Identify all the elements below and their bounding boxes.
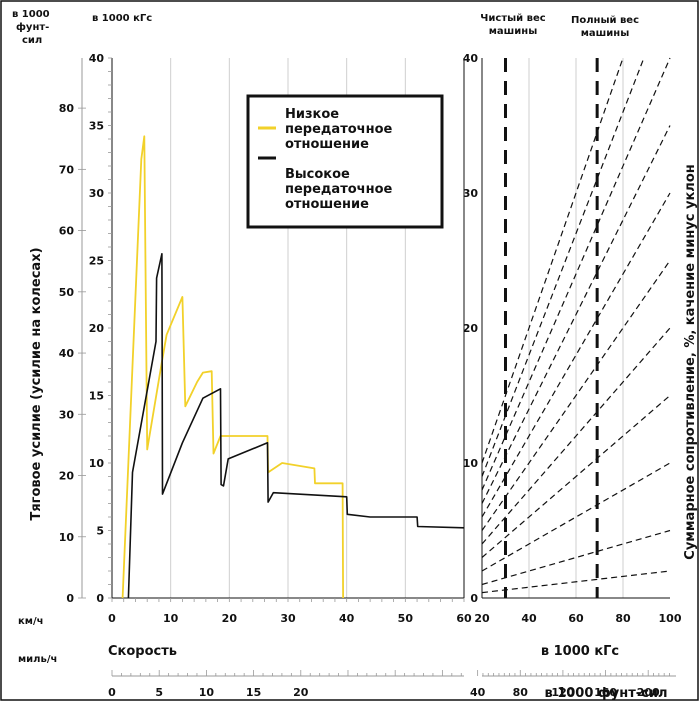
y-kgf-tick-label: 10 <box>89 457 105 470</box>
y-kgf-tick-label: 40 <box>89 52 105 65</box>
right-x-kgf-unit: в 1000 кГс <box>541 644 619 659</box>
x-kmh-tick-label: 10 <box>163 612 179 625</box>
y-lbf-tick-label: 80 <box>59 102 75 115</box>
y-kgf-tick-label: 20 <box>89 322 105 335</box>
right-x-kgf-tick-label: 100 <box>659 612 682 625</box>
resistance-line <box>481 462 671 572</box>
left-outer-unit-2: фунт- <box>16 21 49 33</box>
legend-box <box>246 94 444 229</box>
legend-low-line-1: Низкое <box>285 107 339 122</box>
y-lbf-tick-label: 10 <box>59 531 75 544</box>
right-y-tick-label: 30 <box>463 187 479 200</box>
left-outer-unit-3: сил <box>22 35 42 46</box>
y-kgf-tick-label: 25 <box>89 255 104 268</box>
right-x-kgf-tick-label: 60 <box>568 612 584 625</box>
resistance-line <box>481 570 671 594</box>
legend-low-line-2: передаточное <box>285 122 392 137</box>
right-x-kgf-tick-label: 40 <box>521 612 537 625</box>
y-lbf-tick-label: 20 <box>59 470 75 483</box>
resistance-line <box>481 125 671 504</box>
right-x-lbf-unit: в 1000 фунт-сил <box>544 686 667 701</box>
right-y-axis-title: Суммарное сопротивление, %, качение мину… <box>683 164 698 559</box>
x-mph-unit: миль/ч <box>18 654 57 665</box>
gross-weight-header-2: машины <box>581 28 630 39</box>
legend-low-line-3: отношение <box>285 137 369 152</box>
x-mph-tick-label: 10 <box>199 686 215 699</box>
right-x-lbf-tick-label: 160 <box>594 686 617 699</box>
y-lbf-tick-label: 0 <box>66 592 74 605</box>
legend-high-line-1: Высокое <box>285 167 350 182</box>
y-lbf-tick-label: 70 <box>59 163 75 176</box>
x-kmh-tick-label: 40 <box>339 612 355 625</box>
y-kgf-tick-label: 5 <box>96 525 104 538</box>
y-kgf-tick-label: 0 <box>96 592 104 605</box>
resistance-line <box>481 529 671 586</box>
resistance-line <box>481 260 671 531</box>
series-high-gear-line <box>127 253 465 599</box>
right-x-lbf-tick-label: 120 <box>551 686 574 699</box>
resistance-line <box>481 327 671 545</box>
gross-weight-header-1: Полный вес <box>571 15 639 26</box>
resistance-line <box>481 57 624 464</box>
right-y-tick-label: 20 <box>463 322 479 335</box>
y-lbf-tick-label: 30 <box>59 408 75 421</box>
x-kmh-tick-label: 30 <box>280 612 296 625</box>
right-x-lbf-tick-label: 200 <box>637 686 660 699</box>
resistance-line <box>481 395 671 558</box>
resistance-line <box>481 57 671 491</box>
x-kmh-tick-label: 0 <box>108 612 116 625</box>
series-lines <box>121 135 465 599</box>
legend: Низкое передаточное отношение Высокое пе… <box>246 94 444 229</box>
y-lbf-tick-label: 40 <box>59 347 75 360</box>
x-axis-title: Скорость <box>108 644 177 659</box>
right-x-lbf-tick-label: 80 <box>513 686 529 699</box>
x-kmh-unit: км/ч <box>18 616 43 627</box>
resistance-lines <box>481 57 671 598</box>
right-y-tick-label: 10 <box>463 457 479 470</box>
net-weight-header-1: Чистый вес <box>480 13 545 24</box>
left-inner-unit: в 1000 кГс <box>92 13 152 24</box>
x-mph-tick-label: 15 <box>246 686 261 699</box>
left-outer-unit-1: в 1000 <box>12 9 50 20</box>
x-kmh-tick-label: 20 <box>222 612 238 625</box>
resistance-line <box>481 57 645 477</box>
net-weight-header-2: машины <box>489 26 538 37</box>
resistance-line <box>481 192 671 518</box>
y-kgf-tick-label: 35 <box>89 120 104 133</box>
right-y-tick-label: 40 <box>463 52 479 65</box>
axes <box>78 57 676 677</box>
x-mph-tick-label: 5 <box>155 686 163 699</box>
right-y-tick-label: 0 <box>470 592 478 605</box>
y-kgf-tick-label: 15 <box>89 390 104 403</box>
y-axis-title: Тяговое усилие (усилие на колесах) <box>29 247 44 520</box>
right-x-kgf-tick-label: 80 <box>615 612 631 625</box>
y-lbf-tick-label: 50 <box>59 286 75 299</box>
legend-high-line-3: отношение <box>285 197 369 212</box>
legend-high-line-2: передаточное <box>285 182 392 197</box>
right-x-lbf-tick-label: 40 <box>470 686 486 699</box>
y-lbf-tick-label: 60 <box>59 225 75 238</box>
series-low-gear-line <box>121 135 344 599</box>
y-kgf-tick-label: 30 <box>89 187 105 200</box>
x-kmh-tick-label: 60 <box>456 612 472 625</box>
x-kmh-tick-label: 50 <box>398 612 414 625</box>
right-x-kgf-tick-label: 20 <box>474 612 490 625</box>
x-mph-tick-label: 20 <box>293 686 309 699</box>
x-mph-tick-label: 0 <box>108 686 116 699</box>
